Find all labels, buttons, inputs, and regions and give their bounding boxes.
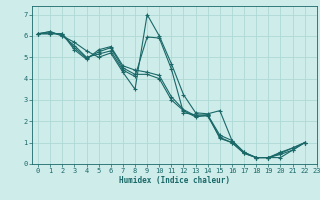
X-axis label: Humidex (Indice chaleur): Humidex (Indice chaleur) [119, 176, 230, 185]
